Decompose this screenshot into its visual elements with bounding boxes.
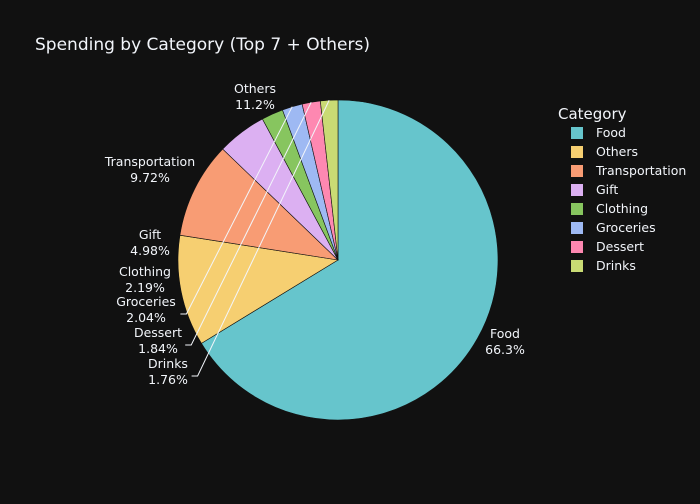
pie-slices: [177, 99, 499, 421]
legend-item-gift[interactable]: Gift: [571, 182, 618, 197]
slice-leader-line: [185, 102, 312, 346]
legend-item-transportation[interactable]: Transportation: [571, 163, 686, 178]
legend-label: Transportation: [595, 163, 686, 178]
slice-label-name: Drinks: [148, 356, 188, 371]
slice-label-percent: 1.84%: [138, 341, 178, 356]
legend-swatch: [571, 184, 583, 196]
slice-label-percent: 4.98%: [130, 243, 170, 258]
legend-label: Clothing: [596, 201, 648, 216]
pie-slice-others[interactable]: [177, 234, 339, 344]
slice-labels: Food66.3%Others11.2%Transportation9.72%G…: [104, 81, 525, 387]
slice-label-percent: 66.3%: [485, 342, 525, 357]
legend: Category Food Others Transportation Gift Clo…: [558, 105, 686, 273]
slice-label-percent: 11.2%: [235, 97, 275, 112]
legend-item-others[interactable]: Others: [571, 144, 638, 159]
slice-label-name: Food: [490, 326, 520, 341]
slice-label-name: Others: [234, 81, 276, 96]
legend-label: Others: [596, 144, 638, 159]
legend-swatch: [571, 203, 583, 215]
legend-label: Gift: [596, 182, 618, 197]
legend-swatch: [571, 241, 583, 253]
slice-label-percent: 2.19%: [125, 280, 165, 295]
slice-label-name: Dessert: [134, 325, 182, 340]
slice-label-name: Groceries: [116, 294, 176, 309]
slice-label-name: Gift: [139, 227, 161, 242]
slice-leader-line: [180, 106, 293, 315]
legend-swatch: [571, 146, 583, 158]
legend-item-clothing[interactable]: Clothing: [571, 201, 648, 216]
legend-swatch: [571, 260, 583, 272]
pie-slice-food[interactable]: [201, 99, 499, 421]
legend-swatch: [571, 165, 583, 177]
pie-slice-transportation[interactable]: [179, 148, 339, 261]
legend-title: Category: [558, 105, 627, 123]
slice-label-percent: 9.72%: [130, 170, 170, 185]
chart-title: Spending by Category (Top 7 + Others): [35, 35, 370, 55]
legend-swatch: [571, 222, 583, 234]
slice-label-name: Clothing: [119, 264, 171, 279]
legend-label: Dessert: [596, 239, 644, 254]
legend-label: Groceries: [596, 220, 656, 235]
slice-label-percent: 2.04%: [126, 310, 166, 325]
legend-item-food[interactable]: Food: [571, 125, 626, 140]
legend-label: Drinks: [596, 258, 636, 273]
slice-leader-line: [191, 100, 330, 377]
slice-label-percent: 1.76%: [148, 372, 188, 387]
legend-item-drinks[interactable]: Drinks: [571, 258, 636, 273]
slice-label-name: Transportation: [104, 154, 195, 169]
legend-swatch: [571, 127, 583, 139]
legend-items: Food Others Transportation Gift Clothing Groc…: [571, 125, 686, 273]
legend-item-dessert[interactable]: Dessert: [571, 239, 644, 254]
legend-label: Food: [596, 125, 626, 140]
legend-item-groceries[interactable]: Groceries: [571, 220, 656, 235]
